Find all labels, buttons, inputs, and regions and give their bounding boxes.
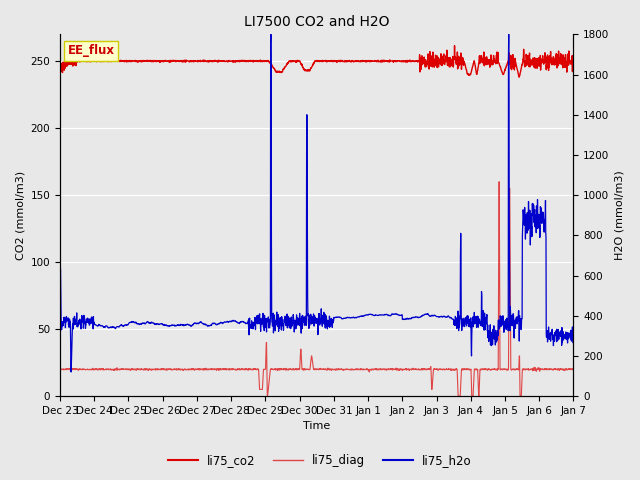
li75_h2o: [56, 303, 64, 309]
Text: EE_flux: EE_flux: [68, 44, 115, 57]
li75_co2: [83, 59, 90, 65]
Y-axis label: H2O (mmol/m3): H2O (mmol/m3): [615, 170, 625, 260]
li75_diag: [306, 366, 314, 372]
li75_h2o: [292, 312, 300, 318]
li75_co2: [555, 58, 563, 63]
Title: LI7500 CO2 and H2O: LI7500 CO2 and H2O: [244, 15, 390, 29]
li75_h2o: [570, 331, 577, 337]
li75_h2o: [461, 319, 468, 324]
li75_diag: [292, 367, 300, 373]
li75_co2: [570, 60, 577, 65]
Line: li75_diag: li75_diag: [60, 182, 573, 396]
li75_co2: [461, 60, 468, 66]
li75_h2o: [556, 329, 563, 335]
li75_diag: [83, 367, 90, 372]
li75_diag: [461, 366, 468, 372]
li75_h2o: [555, 336, 563, 342]
Line: li75_co2: li75_co2: [60, 46, 573, 77]
li75_h2o: [67, 369, 75, 375]
Y-axis label: CO2 (mmol/m3): CO2 (mmol/m3): [15, 171, 25, 260]
li75_co2: [451, 43, 458, 48]
li75_co2: [292, 58, 300, 64]
li75_h2o: [83, 316, 90, 322]
li75_diag: [495, 179, 503, 185]
Line: li75_h2o: li75_h2o: [60, 35, 573, 372]
li75_diag: [555, 367, 563, 372]
Legend: li75_co2, li75_diag, li75_h2o: li75_co2, li75_diag, li75_h2o: [163, 449, 477, 472]
li75_co2: [556, 58, 563, 64]
li75_diag: [56, 367, 64, 372]
li75_co2: [515, 74, 523, 80]
li75_h2o: [267, 32, 275, 37]
li75_co2: [56, 63, 64, 69]
li75_h2o: [307, 314, 314, 320]
li75_diag: [264, 393, 271, 399]
X-axis label: Time: Time: [303, 421, 330, 432]
li75_diag: [556, 366, 563, 372]
li75_diag: [570, 366, 577, 372]
li75_co2: [306, 68, 314, 73]
